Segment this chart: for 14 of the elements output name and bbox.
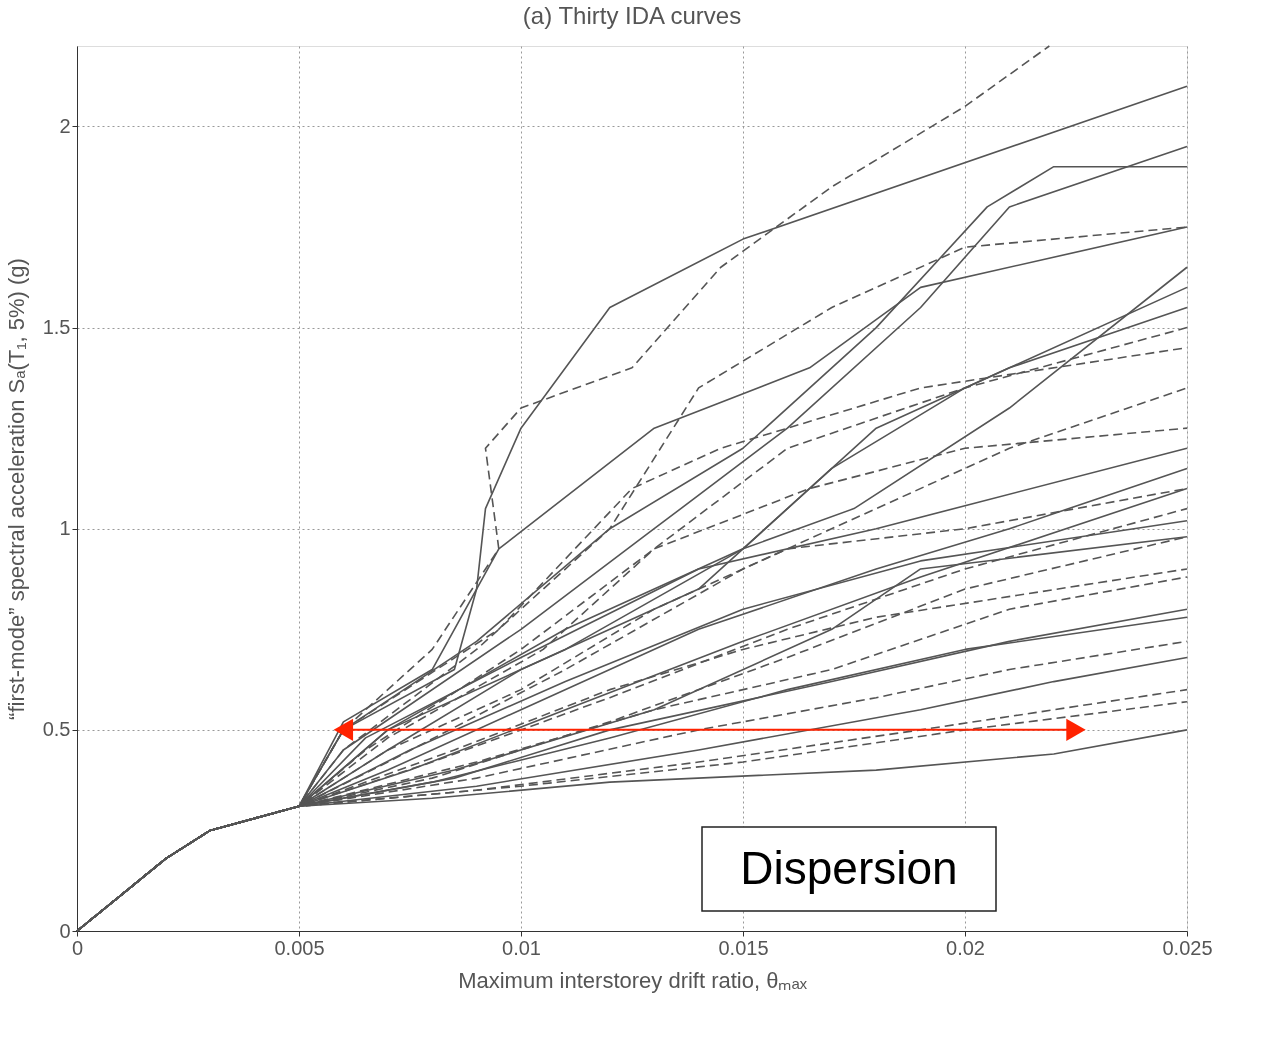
chart-title: (a) Thirty IDA curves — [522, 2, 742, 30]
y-tick-label: 1.5 — [42, 316, 71, 339]
y-tick-label: 1 — [59, 517, 71, 540]
x-tick-label: 0.015 — [718, 936, 769, 959]
annotation: Dispersion — [740, 842, 958, 894]
x-tick-label: 0.005 — [274, 936, 325, 959]
y-tick-label: 0.5 — [42, 718, 71, 741]
y-tick-label: 2 — [59, 114, 71, 137]
y-axis-title: “first-mode” spectral acceleration Sₐ(T₁, 5%) (g) — [3, 258, 29, 720]
x-tick-label: 0.01 — [502, 936, 541, 959]
y-tick-label: 0 — [59, 919, 71, 942]
x-tick-label: 0.025 — [1162, 936, 1213, 959]
x-axis-title: Maximum interstorey drift ratio, θₘₐₓ — [458, 967, 808, 993]
x-tick-label: 0.02 — [946, 936, 985, 959]
